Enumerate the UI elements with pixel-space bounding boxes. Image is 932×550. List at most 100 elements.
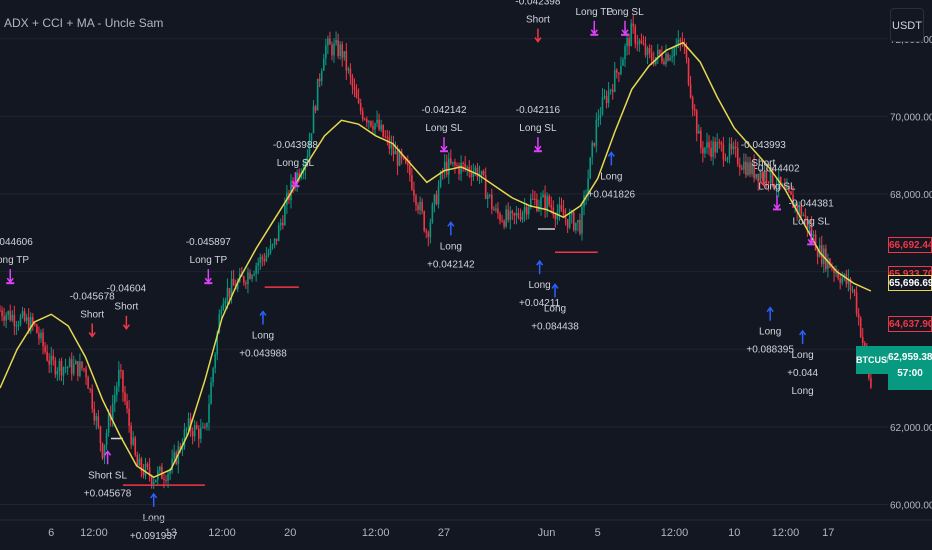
candle-body: [857, 313, 860, 318]
price-tick-label: 60,000.00: [890, 500, 932, 511]
candle-body: [206, 422, 208, 428]
candle-body: [761, 172, 764, 179]
candle-body: [333, 43, 335, 56]
candle-body: [454, 161, 456, 166]
candle-body: [60, 361, 63, 376]
candle-body: [159, 466, 161, 471]
candle-body: [476, 167, 479, 177]
candle-body: [591, 142, 594, 158]
annotation-label: Long SL: [277, 158, 315, 169]
candle-body: [726, 157, 729, 161]
candle-body: [736, 148, 739, 165]
candle-body: [165, 479, 167, 481]
candle-body: [581, 207, 583, 234]
time-axis[interactable]: 6 12:00 13 12:00 20 12:00 27 Jun 5 12:00 10 12:00 17: [0, 519, 932, 539]
candle-body: [70, 359, 73, 374]
candle-body: [804, 215, 807, 217]
candle-body: [370, 121, 372, 127]
candle-body: [243, 276, 245, 283]
candle-body: [226, 287, 229, 301]
candle-body: [265, 255, 268, 262]
candle-body: [697, 130, 700, 134]
candle-body: [839, 278, 841, 283]
candle-body: [497, 208, 499, 214]
currency-button[interactable]: USDT: [890, 8, 924, 42]
candle-body: [863, 343, 866, 348]
candle-body: [337, 40, 339, 56]
price-tick-label: 70,000.00: [890, 112, 932, 123]
candle-body: [667, 53, 669, 61]
candle-body: [738, 164, 741, 168]
candle-body: [386, 136, 389, 138]
long-arrow-head: [536, 259, 544, 266]
candle-body: [851, 289, 854, 291]
candle-body: [589, 157, 591, 179]
candle-body: [376, 119, 378, 124]
candle-body: [640, 40, 643, 44]
candle-body: [560, 205, 563, 210]
annotation-label: +0.044: [787, 368, 818, 379]
candle-body: [517, 213, 520, 218]
candle-body: [7, 311, 9, 315]
candle-body: [491, 194, 493, 209]
candle-body: [384, 136, 387, 138]
annotation-label: -0.04604: [107, 284, 147, 295]
candle-body: [542, 194, 544, 198]
candle-body: [677, 39, 680, 46]
candle-body: [413, 189, 415, 196]
candle-body: [808, 225, 811, 229]
candle-body: [58, 361, 61, 372]
price-tick-label: 62,000.00: [890, 423, 932, 434]
candle-body: [499, 213, 501, 221]
tp-sl-marker-head: [6, 277, 14, 284]
annotation-label: -0.043988: [273, 140, 318, 151]
candle-body: [722, 144, 725, 160]
candle-body: [523, 206, 526, 213]
candle-body: [85, 368, 87, 378]
candle-body: [687, 58, 690, 85]
candle-body: [861, 336, 864, 344]
candle-body: [29, 316, 32, 332]
candle-body: [777, 176, 780, 189]
candle-body: [361, 111, 364, 120]
candle-body: [97, 416, 100, 427]
annotation-label: +0.041826: [588, 189, 636, 200]
candle-body: [261, 256, 264, 259]
candle-body: [195, 425, 198, 429]
candle-body: [322, 58, 325, 71]
candle-body: [62, 367, 65, 376]
candle-body: [751, 162, 753, 175]
candle-body: [634, 26, 637, 44]
annotation-label: Long: [791, 386, 813, 397]
candle-body: [650, 52, 653, 61]
candle-body: [310, 133, 313, 141]
annotation-label: Long: [791, 350, 813, 361]
candle-body: [734, 146, 737, 149]
candle-body: [636, 43, 639, 45]
time-tick-label: 20: [284, 527, 296, 539]
candle-body: [665, 53, 667, 65]
candle-body: [318, 78, 321, 82]
candle-body: [144, 463, 147, 476]
annotation-label: Long SL: [758, 181, 796, 192]
candle-body: [245, 282, 247, 285]
candle-body: [197, 428, 200, 439]
candle-body: [101, 443, 104, 459]
candle-body: [255, 265, 257, 274]
annotation-label: +0.042142: [427, 259, 475, 270]
candle-body: [228, 287, 231, 297]
candle-body: [595, 119, 598, 146]
candle-body: [628, 38, 630, 47]
candle-body: [152, 482, 155, 484]
candle-body: [554, 214, 557, 220]
candle-body: [870, 378, 872, 388]
candle-body: [452, 161, 454, 164]
candle-body: [648, 48, 651, 53]
candle-body: [613, 69, 616, 92]
time-tick-label: 10: [728, 527, 740, 539]
candle-body: [390, 144, 393, 149]
candle-body: [562, 209, 565, 218]
price-tag-ma: 65,696.69: [888, 275, 932, 292]
candle-body: [382, 124, 385, 137]
